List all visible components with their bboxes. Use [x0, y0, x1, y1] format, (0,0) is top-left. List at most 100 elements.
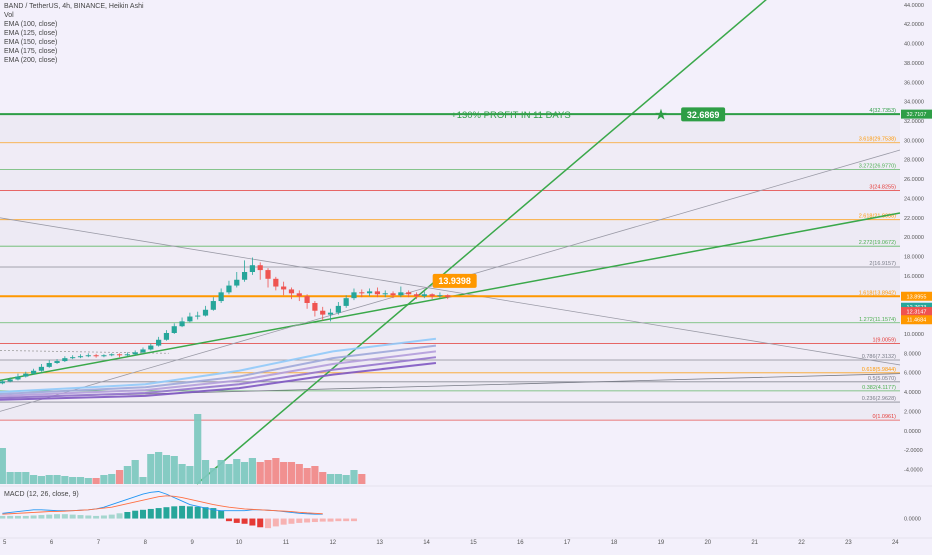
volume-bar [217, 460, 225, 484]
candle [156, 336, 162, 347]
profit-annotation: +130% PROFIT IN 11 DAYS [451, 110, 571, 121]
fib-level-label: 0.236(2.9628) [862, 396, 896, 402]
fib-zone [0, 142, 900, 170]
time-tick-label: 20 [704, 540, 711, 546]
candle [398, 286, 404, 298]
macd-histogram-bar [210, 508, 217, 519]
macd-histogram-bar [116, 513, 123, 519]
fib-zone [0, 219, 900, 247]
volume-bar [209, 468, 217, 484]
candle-body [62, 358, 68, 362]
price-tick-label: 42.0000 [904, 22, 924, 28]
candle [382, 290, 388, 298]
price-tick-label: 26.0000 [904, 177, 924, 183]
time-tick-label: 21 [751, 540, 758, 546]
volume-bar [326, 474, 335, 484]
candle [390, 291, 396, 299]
volume-bar [350, 470, 358, 484]
macd-histogram-bar [155, 508, 162, 519]
price-tick-label: 22.0000 [904, 216, 924, 222]
time-tick-label: 17 [564, 540, 571, 546]
time-tick-label: 24 [892, 540, 899, 546]
macd-histogram-bar [186, 506, 193, 519]
candle [31, 368, 37, 375]
time-tick-label: 18 [611, 540, 618, 546]
candle-body [93, 355, 99, 357]
macd-histogram-bar [241, 518, 248, 524]
candle [367, 288, 373, 297]
candle-body [343, 298, 349, 306]
fib-zone [0, 190, 900, 220]
volume-bar [108, 474, 116, 484]
volume-bar [256, 462, 264, 484]
candle [46, 360, 52, 368]
price-tick-label: 10.0000 [904, 332, 924, 338]
macd-tick-label: 0.0000 [904, 517, 921, 523]
candle-body [38, 366, 45, 371]
candle [7, 377, 13, 383]
candle-body [210, 301, 216, 310]
fib-level-label: 0.5(5.0570) [868, 376, 896, 382]
macd-histogram-bar [147, 508, 154, 519]
price-tick-label: 2.0000 [904, 409, 921, 415]
price-label-box [901, 307, 932, 317]
candle [273, 276, 279, 291]
candle-body [429, 294, 435, 297]
macd-histogram-bar [77, 515, 84, 519]
candle [109, 353, 115, 357]
volume-bar [6, 472, 14, 484]
candle-body [15, 376, 21, 380]
candle-body [421, 294, 427, 297]
fib-zone [0, 322, 900, 344]
candle [54, 359, 60, 364]
volume-bar [248, 458, 256, 484]
volume-bar [201, 460, 210, 484]
fib-level-label: 1.272(11.1574) [859, 317, 896, 323]
macd-histogram-bar [7, 515, 14, 519]
candle-body [156, 339, 162, 346]
candle [38, 363, 45, 372]
candle-body [437, 295, 443, 297]
candle [179, 317, 185, 328]
volume-bar [240, 462, 249, 484]
price-tick-label: 32.0000 [904, 119, 924, 125]
time-tick-label: 12 [329, 540, 336, 546]
price-label-text: 13.8955 [907, 294, 927, 300]
candle-body [226, 285, 232, 293]
volume-bar [342, 475, 350, 484]
volume-bar [303, 468, 311, 484]
ema-200-legend: EMA (200, close) [4, 57, 58, 64]
price-tick-label: 30.0000 [904, 138, 924, 144]
candle [241, 260, 248, 282]
fib-level-label: 3(24.8255) [869, 184, 896, 190]
candle [234, 272, 240, 288]
volume-bar [186, 466, 194, 484]
price-tick-label: 34.0000 [904, 100, 924, 106]
fib-level-label: 2.272(19.0672) [859, 240, 896, 246]
volume-bar [0, 448, 6, 484]
candle [132, 350, 138, 356]
macd-histogram-bar [0, 515, 6, 519]
candle-body [241, 272, 248, 280]
symbol-title: BAND / TetherUS, 4h, BINANCE, Heikin Ash… [4, 3, 144, 10]
ema-line [0, 350, 437, 397]
candle [335, 302, 341, 315]
macd-histogram-bar [124, 512, 131, 519]
price-tick-label: -2.0000 [904, 448, 923, 454]
volume-bar [131, 460, 139, 484]
candle-body [413, 294, 420, 297]
candle-body [265, 270, 271, 279]
volume-bar [37, 476, 46, 484]
macd-histogram-bar [163, 507, 170, 519]
volume-bar [61, 476, 69, 484]
candle [351, 288, 357, 301]
volume-bar [14, 472, 22, 484]
macd-histogram-bar [46, 514, 53, 519]
candle [288, 287, 295, 300]
price-label-text: 11.4684 [907, 318, 926, 324]
candle-body [406, 292, 412, 295]
candle-body [23, 373, 29, 377]
candle-body [257, 265, 263, 271]
